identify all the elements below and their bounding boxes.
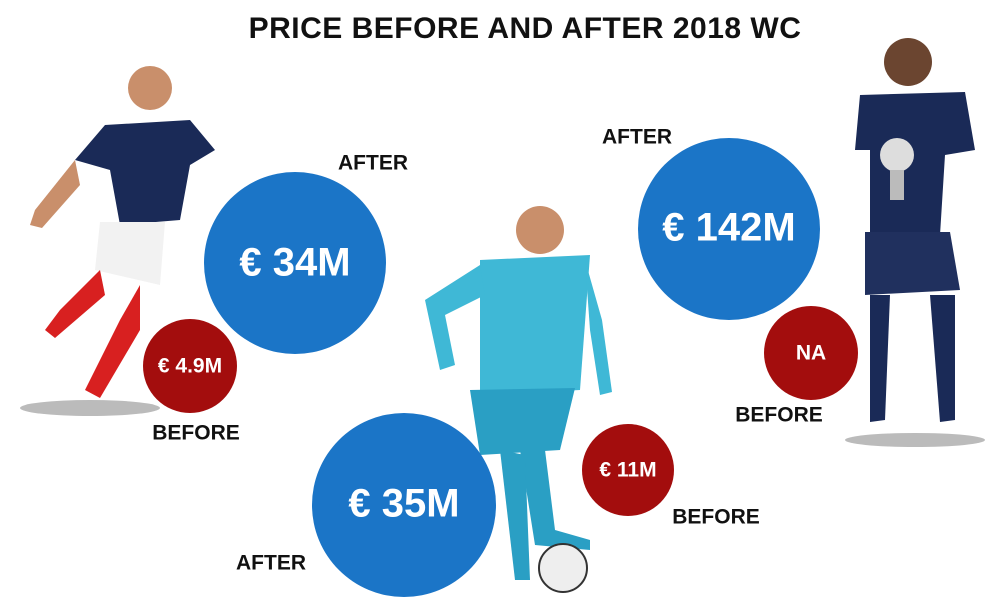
after-circle	[204, 172, 386, 354]
before-circle	[582, 424, 674, 516]
after-value: € 35M	[348, 482, 459, 526]
before-label: BEFORE	[152, 422, 240, 445]
before-value: € 4.9M	[158, 355, 222, 378]
after-circle	[312, 413, 496, 597]
after-label: AFTER	[338, 152, 408, 175]
before-label: BEFORE	[672, 506, 760, 529]
after-value: € 142M	[662, 206, 795, 250]
before-label: BEFORE	[735, 404, 823, 427]
price-group: € 142M AFTER NA BEFORE	[602, 126, 858, 427]
before-value: NA	[796, 342, 826, 365]
before-circle	[764, 306, 858, 400]
after-label: AFTER	[602, 126, 672, 149]
after-circle	[638, 138, 820, 320]
title: PRICE BEFORE AND AFTER 2018 WC	[249, 12, 802, 45]
player-figure	[20, 66, 215, 416]
after-value: € 34M	[239, 241, 350, 285]
price-group: € 34M AFTER € 4.9M BEFORE	[143, 152, 408, 445]
player-figure	[845, 38, 985, 447]
after-label: AFTER	[236, 552, 306, 575]
price-group: € 35M AFTER € 11M BEFORE	[236, 413, 760, 597]
before-value: € 11M	[599, 459, 656, 482]
before-circle	[143, 319, 237, 413]
player-figure	[425, 206, 612, 593]
